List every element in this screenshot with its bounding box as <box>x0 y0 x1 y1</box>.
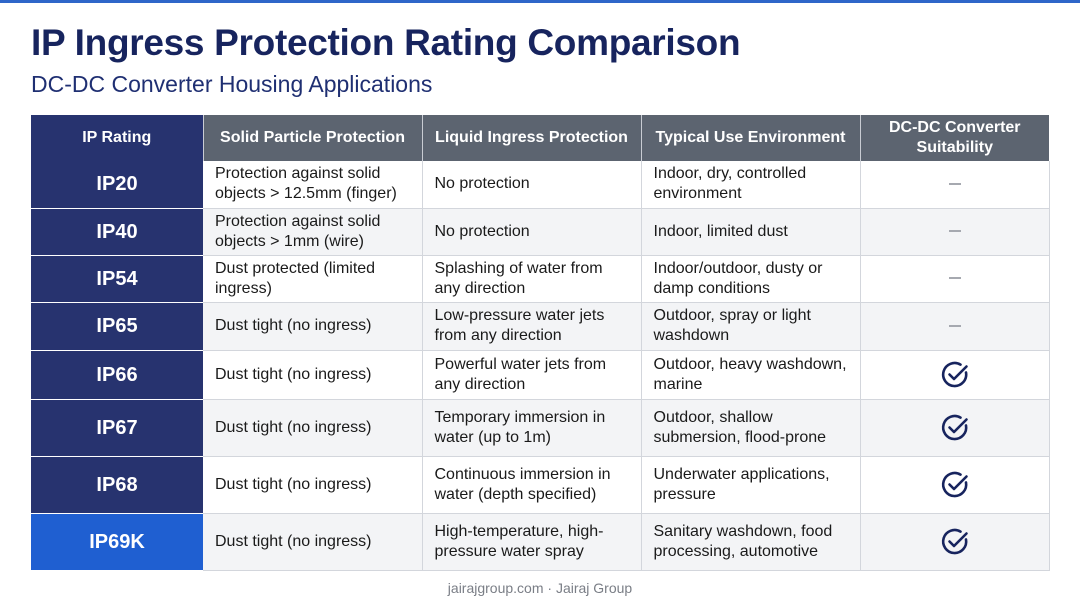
rating-cell: IP65 <box>31 302 203 351</box>
rating-cell: IP54 <box>31 255 203 303</box>
table-row: IP69K Dust tight (no ingress) High-tempe… <box>31 513 1050 571</box>
suitability-cell <box>860 456 1050 514</box>
rating-cell: IP69K <box>31 513 203 571</box>
liquid-cell: Temporary immersion in water (up to 1m) <box>422 399 642 457</box>
suitability-cell <box>860 350 1050 400</box>
check-circle-icon <box>941 528 968 554</box>
rating-cell: IP66 <box>31 350 203 400</box>
liquid-cell: Low-pressure water jets from any directi… <box>422 302 642 351</box>
page-subtitle: DC-DC Converter Housing Applications <box>31 71 433 97</box>
header-converter-suitability: DC-DC Converter Suitability <box>860 115 1049 161</box>
suitability-cell <box>860 255 1050 303</box>
header-use-environment: Typical Use Environment <box>641 115 861 161</box>
rating-cell: IP67 <box>31 399 203 457</box>
liquid-cell: High-temperature, high-pressure water sp… <box>422 513 642 571</box>
header-liquid-protection: Liquid Ingress Protection <box>422 115 642 161</box>
table-row: IP65 Dust tight (no ingress) Low-pressur… <box>31 302 1050 351</box>
environment-cell: Outdoor, shallow submersion, flood-prone <box>641 399 861 457</box>
liquid-cell: Splashing of water from any direction <box>422 255 642 303</box>
suitability-cell <box>860 399 1050 457</box>
environment-cell: Indoor/outdoor, dusty or damp conditions <box>641 255 861 303</box>
environment-cell: Sanitary washdown, food processing, auto… <box>641 513 861 571</box>
table-row: IP67 Dust tight (no ingress) Temporary i… <box>31 399 1050 457</box>
dash-icon <box>948 230 961 233</box>
liquid-cell: Powerful water jets from any direction <box>422 350 642 400</box>
rating-cell: IP68 <box>31 456 203 514</box>
check-circle-icon <box>941 414 968 440</box>
solid-cell: Dust tight (no ingress) <box>203 350 423 400</box>
rating-cell: IP40 <box>31 208 203 256</box>
solid-cell: Dust tight (no ingress) <box>203 302 423 351</box>
liquid-cell: No protection <box>422 208 642 256</box>
table-row: IP54 Dust protected (limited ingress) Sp… <box>31 255 1050 303</box>
liquid-cell: Continuous immersion in water (depth spe… <box>422 456 642 514</box>
header-solid-protection: Solid Particle Protection <box>203 115 423 161</box>
check-circle-icon <box>941 361 968 387</box>
suitability-cell <box>860 161 1050 209</box>
table-row: IP20 Protection against solid objects > … <box>31 161 1050 209</box>
header-ip-rating: IP Rating <box>31 115 204 161</box>
dash-icon <box>948 324 961 327</box>
suitability-cell <box>860 208 1050 256</box>
suitability-cell <box>860 513 1050 571</box>
rating-cell: IP20 <box>31 161 203 209</box>
dash-icon <box>948 277 961 280</box>
footer-credit: jairajgroup.com · Jairaj Group <box>447 580 633 596</box>
check-circle-icon <box>941 471 968 497</box>
environment-cell: Indoor, limited dust <box>641 208 861 256</box>
suitability-cell <box>860 302 1050 351</box>
environment-cell: Underwater applications, pressure <box>641 456 861 514</box>
dash-icon <box>948 183 961 186</box>
environment-cell: Outdoor, spray or light washdown <box>641 302 861 351</box>
solid-cell: Protection against solid objects > 1mm (… <box>203 208 423 256</box>
ip-rating-table: IP Rating Solid Particle Protection Liqu… <box>31 115 1050 571</box>
environment-cell: Outdoor, heavy washdown, marine <box>641 350 861 400</box>
page-title: IP Ingress Protection Rating Comparison <box>31 22 741 63</box>
solid-cell: Dust tight (no ingress) <box>203 456 423 514</box>
table-header-row: IP Rating Solid Particle Protection Liqu… <box>31 115 1049 161</box>
environment-cell: Indoor, dry, controlled environment <box>641 161 861 209</box>
table-row: IP40 Protection against solid objects > … <box>31 208 1050 256</box>
liquid-cell: No protection <box>422 161 642 209</box>
solid-cell: Dust tight (no ingress) <box>203 399 423 457</box>
solid-cell: Dust protected (limited ingress) <box>203 255 423 303</box>
top-accent-bar <box>0 0 1080 3</box>
table-row: IP68 Dust tight (no ingress) Continuous … <box>31 456 1050 514</box>
table-row: IP66 Dust tight (no ingress) Powerful wa… <box>31 350 1050 400</box>
solid-cell: Protection against solid objects > 12.5m… <box>203 161 423 209</box>
solid-cell: Dust tight (no ingress) <box>203 513 423 571</box>
